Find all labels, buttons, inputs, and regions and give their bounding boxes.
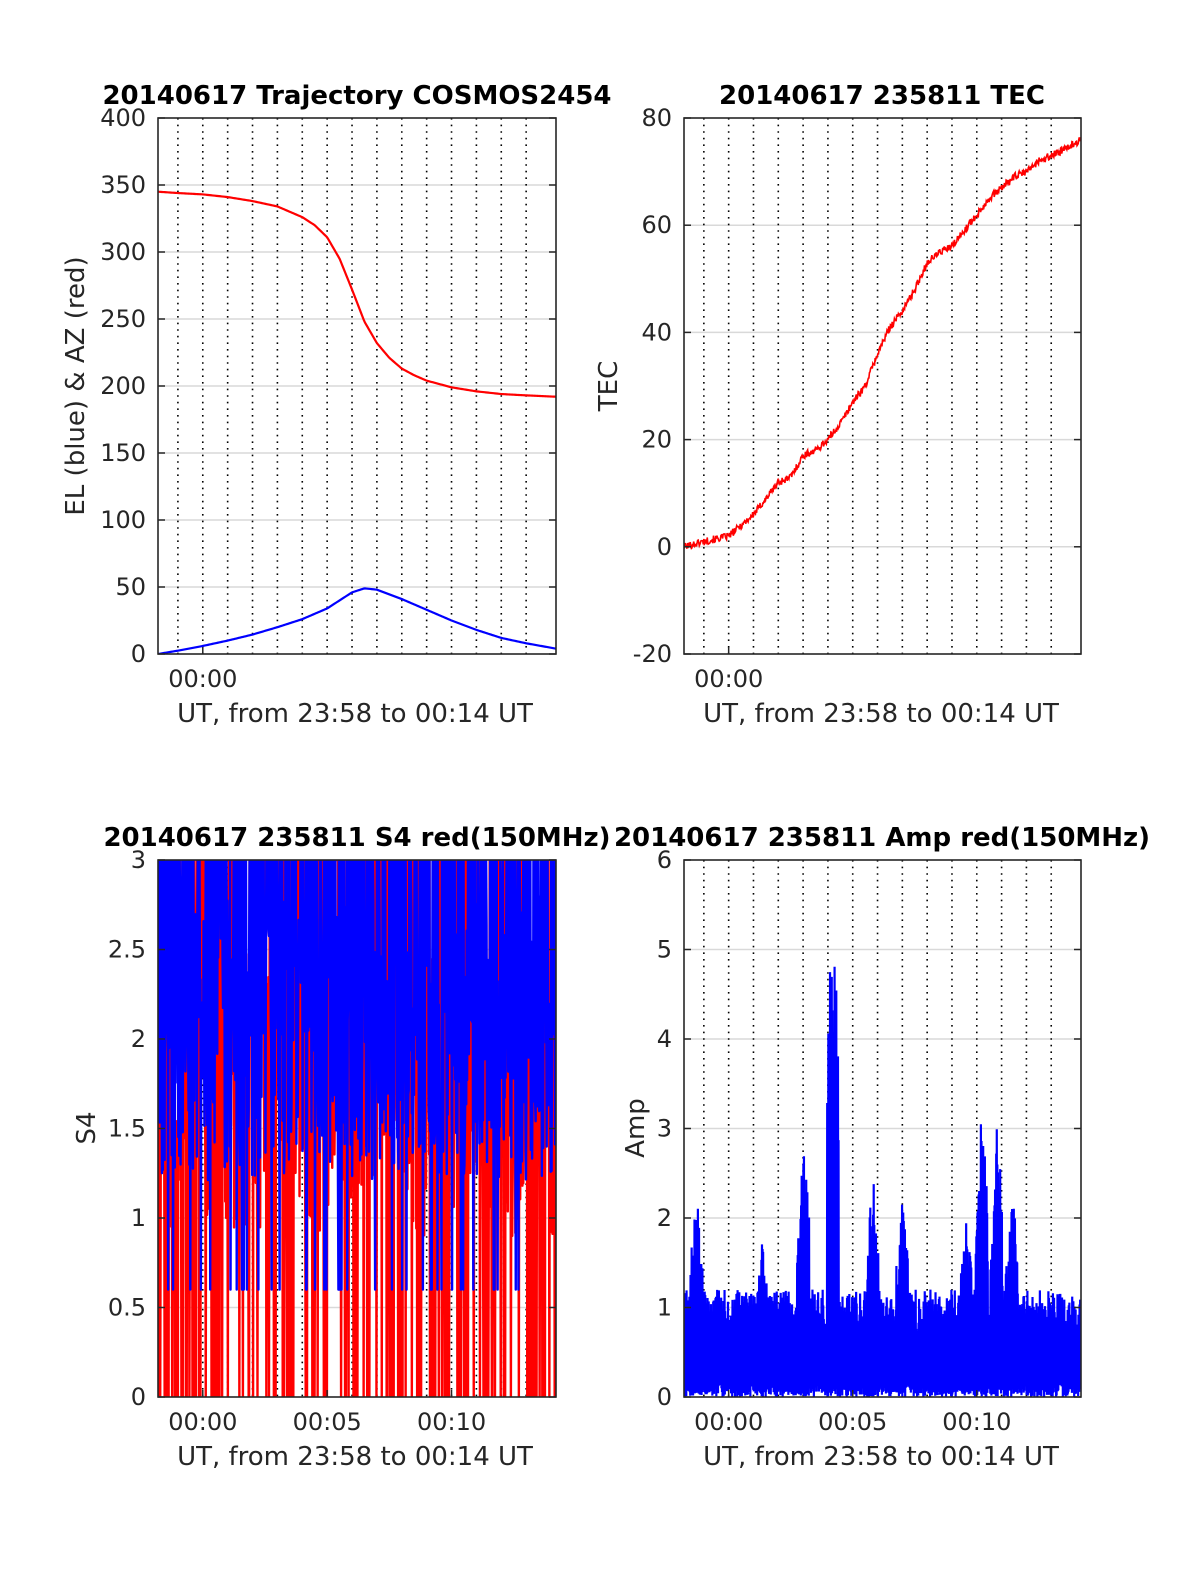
- series-line-1: [158, 587, 556, 654]
- y-tick-label: 1: [131, 1204, 146, 1232]
- y-tick-label: 2: [131, 1025, 146, 1053]
- trajectory-ylabel: EL (blue) & AZ (red): [61, 256, 91, 515]
- y-tick-label: 3: [131, 846, 146, 874]
- plot-area: [158, 860, 556, 1397]
- tec-title: 20140617 235811 TEC: [719, 81, 1045, 111]
- amp-ylabel: Amp: [621, 1098, 651, 1158]
- series-line-0: [684, 137, 1081, 550]
- y-tick-label: 400: [100, 104, 146, 132]
- x-tick-label: 00:05: [293, 1408, 362, 1436]
- y-tick-label: 0: [657, 1383, 672, 1411]
- y-tick-label: 80: [641, 104, 672, 132]
- axes-box: [683, 117, 1082, 655]
- y-tick-label: 0.5: [108, 1294, 146, 1322]
- amp-panel: 20140617 235811 Amp red(150MHz) UT, from…: [614, 823, 1150, 1472]
- s4-panel: 20140617 235811 S4 red(150MHz) UT, from …: [72, 823, 611, 1472]
- y-tick-label: 1.5: [108, 1115, 146, 1143]
- amp-xlabel: UT, from 23:58 to 00:14 UT: [703, 1442, 1059, 1472]
- series-line-1: [158, 860, 556, 1291]
- y-tick-label: 4: [657, 1025, 672, 1053]
- s4-title: 20140617 235811 S4 red(150MHz): [103, 823, 610, 853]
- s4-ylabel: S4: [72, 1111, 102, 1144]
- y-tick-label: -20: [633, 640, 672, 668]
- y-tick-label: 1: [657, 1294, 672, 1322]
- x-tick-label: 00:00: [694, 665, 763, 693]
- x-tick-label: 00:10: [942, 1408, 1011, 1436]
- y-tick-label: 3: [657, 1115, 672, 1143]
- x-tick-label: 00:05: [818, 1408, 887, 1436]
- y-tick-label: 40: [641, 318, 672, 346]
- trajectory-panel: 20140617 Trajectory COSMOS2454 UT, from …: [61, 81, 612, 729]
- x-tick-label: 00:00: [694, 1408, 763, 1436]
- trajectory-xlabel: UT, from 23:58 to 00:14 UT: [177, 699, 533, 729]
- y-tick-label: 350: [100, 171, 146, 199]
- x-tick-label: 00:10: [417, 1408, 486, 1436]
- y-tick-label: 2.5: [108, 936, 146, 964]
- y-tick-label: 0: [657, 533, 672, 561]
- y-tick-label: 50: [115, 573, 146, 601]
- y-tick-label: 0: [131, 1383, 146, 1411]
- y-tick-label: 5: [657, 936, 672, 964]
- trajectory-title: 20140617 Trajectory COSMOS2454: [102, 81, 611, 111]
- y-tick-label: 100: [100, 506, 146, 534]
- y-tick-label: 20: [641, 426, 672, 454]
- y-tick-label: 0: [131, 640, 146, 668]
- plot-area: [684, 137, 1081, 550]
- s4-xlabel: UT, from 23:58 to 00:14 UT: [177, 1442, 533, 1472]
- plot-area: [684, 966, 1081, 1397]
- tec-panel: 20140617 235811 TEC UT, from 23:58 to 00…: [594, 81, 1082, 729]
- tec-xlabel: UT, from 23:58 to 00:14 UT: [703, 699, 1059, 729]
- amp-title: 20140617 235811 Amp red(150MHz): [614, 823, 1150, 853]
- y-tick-label: 300: [100, 238, 146, 266]
- y-tick-label: 250: [100, 305, 146, 333]
- y-tick-label: 60: [641, 211, 672, 239]
- x-tick-label: 00:00: [168, 1408, 237, 1436]
- x-tick-label: 00:00: [168, 665, 237, 693]
- y-tick-label: 200: [100, 372, 146, 400]
- y-tick-label: 2: [657, 1204, 672, 1232]
- y-tick-label: 150: [100, 439, 146, 467]
- series-line-0: [684, 966, 1081, 1397]
- plot-area: [158, 190, 556, 654]
- series-line-0: [158, 190, 556, 398]
- y-tick-label: 6: [657, 846, 672, 874]
- tec-ylabel: TEC: [594, 361, 624, 412]
